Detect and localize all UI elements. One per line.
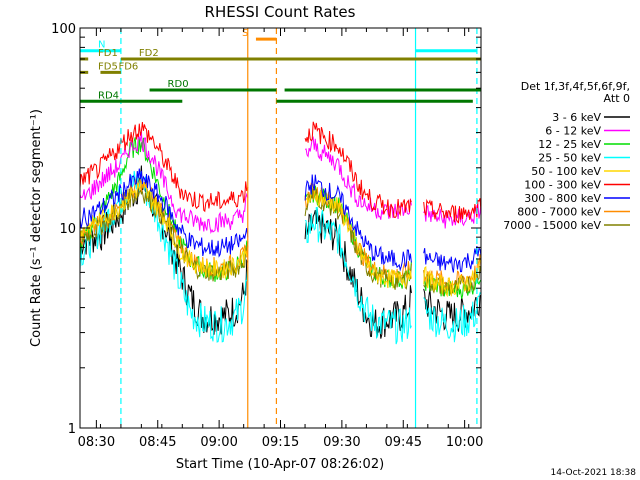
- state-label-fd6: FD6: [118, 61, 138, 72]
- legend-label: 25 - 50 keV: [538, 152, 601, 165]
- legend-label: 7000 - 15000 keV: [503, 219, 601, 232]
- x-tick-label: 09:00: [200, 435, 237, 450]
- series-line-50-100-kev: [80, 181, 481, 298]
- y-axis-title: Count Rate (s⁻¹ detector segment⁻¹): [29, 109, 44, 347]
- state-label-s: S: [242, 28, 248, 39]
- legend-header-line-1: Det 1f,3f,4f,5f,6f,9f,: [521, 80, 630, 93]
- footer-timestamp: 14-Oct-2021 18:38: [551, 468, 637, 478]
- x-tick-label: 10:00: [446, 435, 483, 450]
- legend-label: 6 - 12 keV: [545, 125, 601, 138]
- series-line-25-50-kev: [80, 170, 481, 345]
- legend-header-line-2: Att 0: [604, 92, 630, 105]
- state-label-rd0: RD0: [168, 79, 189, 90]
- x-tick-label: 09:30: [323, 435, 360, 450]
- legend-label: 800 - 7000 keV: [517, 206, 601, 219]
- state-label-fd2: FD2: [139, 48, 159, 59]
- state-label-fd5: FD5: [98, 61, 118, 72]
- x-tick-label: 08:45: [139, 435, 176, 450]
- series-line-100-300-kev: [80, 121, 481, 224]
- x-tick-label: 08:30: [78, 435, 115, 450]
- series-line-800-7000-kev: [80, 177, 481, 291]
- axis-ticks: 08:30 08:45 09:00 09:15 09:30 09:45 10:00 1 10 10…: [51, 22, 483, 450]
- plot-frame: [79, 27, 482, 429]
- plot-lines: [80, 121, 481, 345]
- x-axis-title: Start Time (10-Apr-07 08:26:02): [176, 457, 384, 472]
- chart-title: RHESSI Count Rates: [205, 3, 356, 21]
- legend-label: 300 - 800 keV: [524, 192, 601, 205]
- legend-label: 50 - 100 keV: [531, 165, 601, 178]
- legend-label: 3 - 6 keV: [552, 111, 601, 124]
- series-line-7000-15000-kev: [80, 188, 481, 297]
- legend: Det 1f,3f,4f,5f,6f,9f, Att 0 3 - 6 keV6 …: [503, 80, 630, 232]
- state-label-n: N: [98, 40, 105, 51]
- y-tick-label: 100: [51, 22, 76, 37]
- legend-label: 100 - 300 keV: [524, 179, 601, 192]
- y-tick-label: 10: [59, 222, 76, 237]
- legend-label: 12 - 25 keV: [538, 138, 601, 151]
- series-line-300-800-kev: [80, 168, 481, 273]
- state-label-fd1: FD1: [98, 48, 118, 59]
- x-tick-label: 09:45: [385, 435, 422, 450]
- state-label-rd4: RD4: [98, 90, 119, 101]
- y-tick-label: 1: [68, 422, 76, 437]
- x-tick-label: 09:15: [262, 435, 299, 450]
- series-line-12-25-kev: [80, 137, 481, 299]
